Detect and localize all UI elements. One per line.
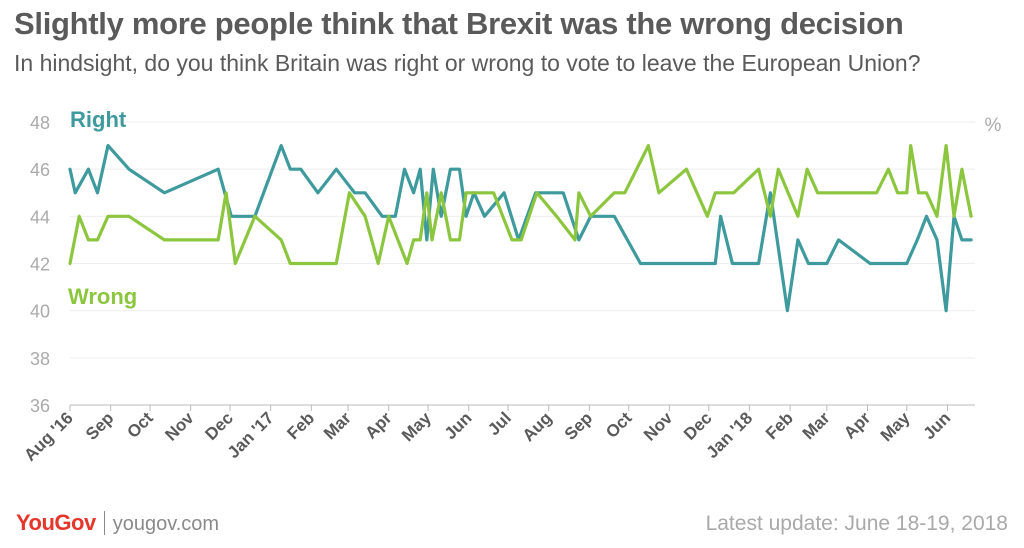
x-tick-label: Sep [82,408,117,443]
footer-brand: YouGov yougov.com [16,510,219,536]
chart-subtitle: In hindsight, do you think Britain was r… [14,50,921,76]
divider [103,511,105,535]
latest-update: Latest update: June 18-19, 2018 [705,512,1008,535]
series-label-right: Right [70,107,127,132]
x-tick-label: Feb [283,408,318,443]
site-url[interactable]: yougov.com [112,513,220,535]
x-tick-label: Nov [161,408,198,445]
y-tick-label: 42 [30,255,50,275]
chart-title: Slightly more people think that Brexit w… [14,6,904,41]
x-tick-label: Sep [561,408,596,443]
x-tick-label: Jun [919,408,954,443]
x-tick-label: Oct [602,408,636,442]
series-line-wrong [68,144,973,266]
series-lines [68,144,973,313]
y-tick-label: 44 [30,207,50,227]
yougov-logo: YouGov [16,510,96,535]
series-label-wrong: Wrong [68,284,137,309]
gridlines [70,121,975,406]
x-tick-label: Dec [201,408,236,443]
x-tick-label: May [877,408,914,445]
x-tick-label: Jun [441,408,476,443]
x-tick-label: Aug '16 [20,408,76,464]
x-tick-label: Jul [484,408,515,439]
y-tick-label: 36 [30,396,50,416]
x-tick-label: Nov [640,408,677,445]
y-tick-label: 48 [30,113,50,133]
x-tick-label: Oct [123,408,157,442]
x-tick-label: Dec [680,408,715,443]
series-line-right [68,144,973,313]
x-tick-label: Mar [320,408,355,443]
x-tick-label: Jan '17 [224,408,278,462]
x-tick-label: May [398,408,435,445]
x-tick-label: Apr [361,408,395,442]
x-tick-label: Apr [840,408,874,442]
y-unit-label: % [985,115,1002,136]
y-tick-label: 40 [30,302,50,322]
y-tick-label: 38 [30,349,50,369]
y-tick-label: 46 [30,160,50,180]
x-tick-label: Mar [799,408,834,443]
x-tick-label: Jan '18 [703,408,757,462]
x-tick-label: Feb [762,408,797,443]
x-tick-label: Aug [519,408,556,445]
y-axis: 36 38 40 42 44 46 48 [30,113,50,416]
